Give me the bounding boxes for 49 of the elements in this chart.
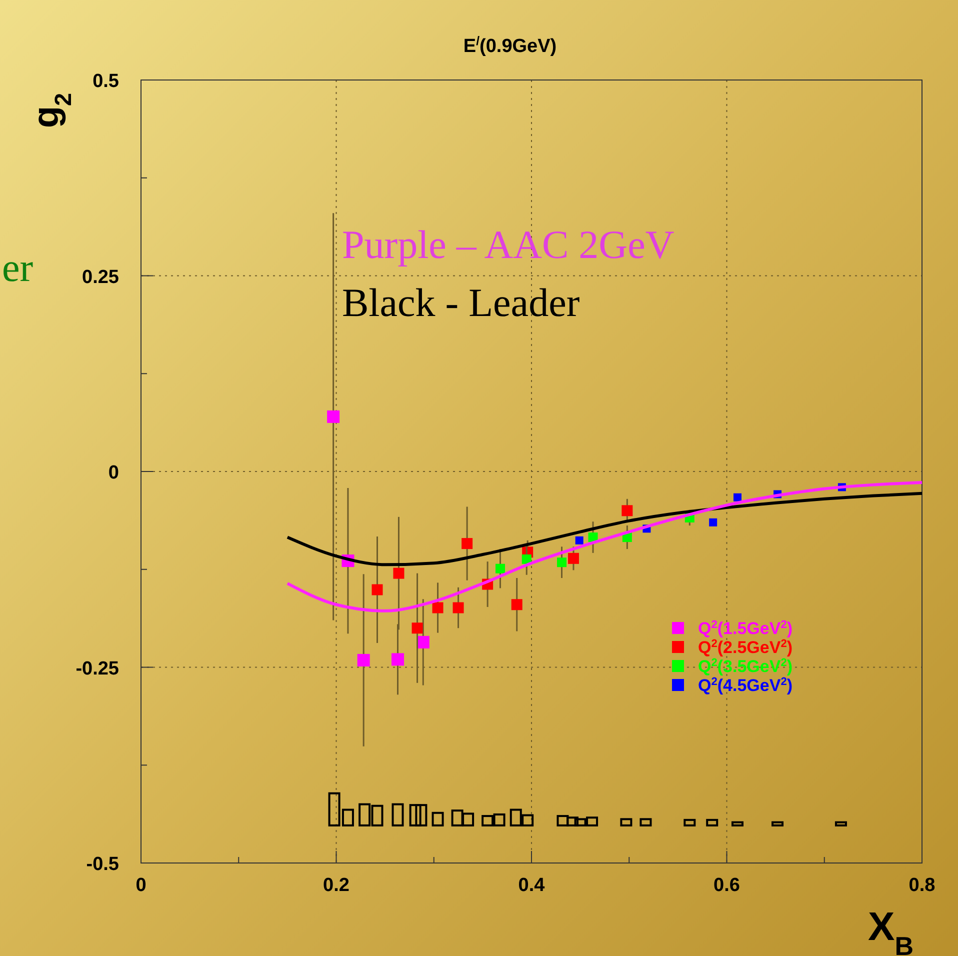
point: [432, 602, 444, 614]
legend-label: Q$^{2}$(4.5GeV$^{2}$): [698, 676, 793, 695]
point: [622, 505, 633, 516]
legend-label: Q$^{2}$(1.5GeV$^{2}$): [698, 619, 793, 638]
bar: [640, 818, 652, 826]
bar: [684, 818, 696, 826]
y-tick-label: -0.5: [86, 854, 120, 875]
point: [522, 554, 532, 564]
point: [568, 552, 579, 564]
x-tick-label: 0.8: [908, 875, 936, 896]
annotation: Black - Leader: [342, 280, 580, 325]
bar: [620, 818, 632, 826]
point: [372, 584, 383, 596]
point: [575, 536, 584, 544]
bar: [731, 821, 744, 826]
y-tick-label: 0: [108, 462, 119, 484]
x-tick-label: 0.6: [714, 875, 740, 896]
point: [357, 654, 370, 666]
point: [452, 602, 464, 614]
point: [557, 558, 567, 568]
point: [462, 538, 473, 550]
point: [412, 622, 423, 634]
chart-title: E$^{/}$(0.9GeV): [463, 34, 557, 57]
point: [709, 518, 718, 526]
bar: [392, 803, 404, 826]
x-tick-label: 0.2: [323, 875, 350, 896]
y-tick-label: 0.25: [82, 266, 120, 288]
x-tick-label: 0.4: [518, 875, 546, 896]
point: [496, 564, 506, 574]
point: [392, 653, 404, 666]
y-tick-label: -0.25: [76, 658, 120, 680]
bar: [706, 818, 718, 826]
bar: [432, 812, 444, 826]
line-series: [286, 492, 924, 566]
legend-label: Q$^{2}$(3.5GeV$^{2}$): [698, 657, 793, 676]
point: [733, 493, 742, 502]
bar: [834, 821, 847, 826]
point: [393, 568, 404, 579]
line-series: [286, 480, 924, 612]
x-tick-label: 0: [136, 875, 146, 896]
text: er: [2, 245, 34, 290]
x-axis-title: X$_{B}$: [868, 905, 914, 956]
bar: [772, 821, 784, 826]
point: [416, 636, 430, 648]
annotation: Purple – AAC 2GeV: [342, 222, 674, 267]
point: [511, 599, 522, 610]
legend-label: Q$^{2}$(2.5GeV$^{2}$): [698, 638, 793, 657]
point: [327, 410, 340, 423]
y-tick-label: 0.5: [92, 71, 120, 92]
